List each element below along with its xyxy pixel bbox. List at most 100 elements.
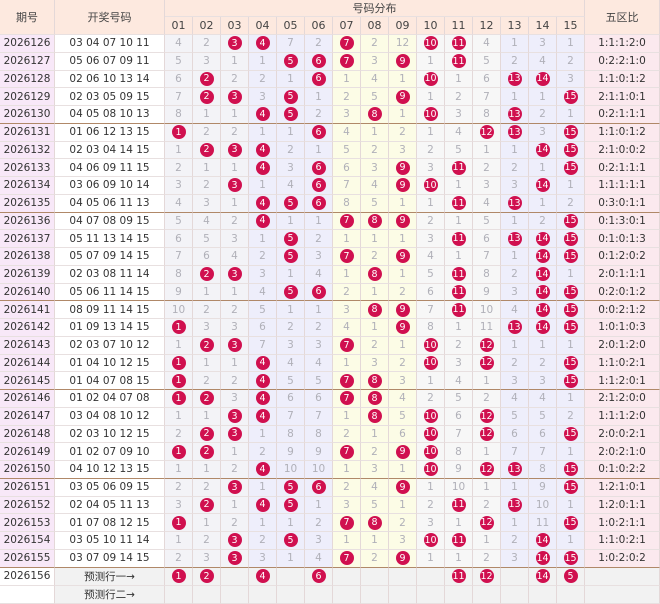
number-cell: 7 bbox=[333, 212, 361, 231]
number-cell: 3 bbox=[165, 177, 193, 195]
number-cell: 1 bbox=[277, 123, 305, 142]
number-cell: 4 bbox=[277, 177, 305, 195]
period: 2026137 bbox=[0, 230, 55, 248]
header-ratio: 五区比 bbox=[585, 0, 660, 35]
ball: 8 bbox=[367, 107, 382, 122]
number-cell: 8 bbox=[165, 106, 193, 124]
number-cell: 2 bbox=[193, 70, 221, 89]
ball: 13 bbox=[507, 320, 522, 335]
zone-ratio: 2:0:0:2:1 bbox=[585, 425, 660, 444]
number-cell: 2 bbox=[193, 390, 221, 408]
number-cell: 1 bbox=[389, 496, 417, 515]
header-number: 07 bbox=[333, 17, 361, 35]
number-cell: 10 bbox=[417, 177, 445, 195]
zone-ratio: 0:1:2:0:2 bbox=[585, 248, 660, 266]
draw-numbers: 02 06 10 13 14 bbox=[55, 70, 165, 89]
ball: 2 bbox=[199, 267, 214, 282]
ball: 1 bbox=[171, 125, 186, 140]
ball: 11 bbox=[451, 54, 466, 69]
ball: 9 bbox=[395, 54, 410, 69]
ball: 6 bbox=[311, 178, 326, 193]
number-cell: 1 bbox=[277, 70, 305, 89]
number-cell: 7 bbox=[277, 35, 305, 53]
draw-numbers: 01 02 07 09 10 bbox=[55, 443, 165, 461]
number-cell: 1 bbox=[529, 88, 557, 106]
draw-numbers: 05 07 09 14 15 bbox=[55, 248, 165, 266]
zone-ratio: 0:3:0:1:1 bbox=[585, 194, 660, 213]
number-cell: 1 bbox=[529, 159, 557, 177]
number-cell: 3 bbox=[473, 177, 501, 195]
number-cell: 8 bbox=[361, 514, 389, 532]
number-cell: 6 bbox=[445, 407, 473, 426]
number-cell: 8 bbox=[277, 425, 305, 444]
ball: 7 bbox=[339, 338, 354, 353]
number-cell: 12 bbox=[473, 336, 501, 355]
zone-ratio: 1:0:2:0:2 bbox=[585, 549, 660, 568]
number-cell: 8 bbox=[361, 106, 389, 124]
number-cell: 15 bbox=[557, 319, 585, 337]
number-cell: 2 bbox=[417, 212, 445, 231]
ball: 11 bbox=[451, 36, 466, 51]
number-cell: 2 bbox=[193, 336, 221, 355]
ball: 4 bbox=[255, 355, 270, 370]
ball: 14 bbox=[535, 142, 550, 157]
period: 2026127 bbox=[0, 52, 55, 71]
number-cell: 2 bbox=[501, 159, 529, 177]
number-cell: 3 bbox=[389, 141, 417, 160]
number-cell: 9 bbox=[389, 52, 417, 71]
number-cell: 2 bbox=[557, 52, 585, 71]
number-cell: 1 bbox=[333, 354, 361, 373]
draw-numbers: 03 05 06 09 15 bbox=[55, 478, 165, 497]
number-cell: 1 bbox=[165, 532, 193, 550]
number-cell: 7 bbox=[333, 443, 361, 461]
number-cell: 14 bbox=[529, 265, 557, 284]
ball: 1 bbox=[171, 373, 186, 388]
number-cell: 4 bbox=[277, 354, 305, 373]
number-cell: 1 bbox=[193, 514, 221, 532]
zone-ratio: 0:2:1:1:1 bbox=[585, 106, 660, 124]
number-cell: 11 bbox=[445, 301, 473, 319]
number-cell: 8 bbox=[361, 301, 389, 319]
ball: 10 bbox=[423, 426, 438, 441]
number-cell: 15 bbox=[557, 230, 585, 248]
ball: 14 bbox=[535, 569, 550, 584]
ball: 1 bbox=[171, 444, 186, 459]
number-cell: 4 bbox=[249, 159, 277, 177]
number-cell: 1 bbox=[557, 390, 585, 408]
number-cell: 5 bbox=[277, 230, 305, 248]
number-cell: 2 bbox=[417, 141, 445, 160]
number-cell: 1 bbox=[165, 141, 193, 160]
number-cell: 10 bbox=[473, 301, 501, 319]
ball: 15 bbox=[563, 142, 578, 157]
number-cell: 4 bbox=[165, 35, 193, 53]
number-cell: 3 bbox=[277, 336, 305, 355]
draw-numbers: 04 06 09 11 15 bbox=[55, 159, 165, 177]
number-cell: 2 bbox=[193, 177, 221, 195]
number-cell: 11 bbox=[445, 265, 473, 284]
ball: 8 bbox=[367, 409, 382, 424]
number-cell: 1 bbox=[333, 70, 361, 89]
number-cell: 1 bbox=[305, 212, 333, 231]
number-cell: 2 bbox=[361, 35, 389, 53]
draw-numbers: 02 03 07 10 12 bbox=[55, 336, 165, 355]
number-cell: 4 bbox=[193, 212, 221, 231]
number-cell: 3 bbox=[417, 514, 445, 532]
ball: 13 bbox=[507, 462, 522, 477]
number-cell: 1 bbox=[529, 336, 557, 355]
prediction-label: 预测行一→ bbox=[55, 567, 165, 586]
number-cell: 1 bbox=[389, 461, 417, 479]
zone-ratio: 1:1:1:2:0 bbox=[585, 407, 660, 426]
number-cell: 7 bbox=[333, 336, 361, 355]
zone-ratio: 2:0:1:1:1 bbox=[585, 265, 660, 284]
draw-numbers: 05 06 07 09 11 bbox=[55, 52, 165, 71]
draw-numbers: 05 06 11 14 15 bbox=[55, 283, 165, 302]
header-number: 06 bbox=[305, 17, 333, 35]
draw-numbers: 03 07 09 14 15 bbox=[55, 549, 165, 568]
number-cell: 7 bbox=[333, 35, 361, 53]
number-cell: 15 bbox=[557, 425, 585, 444]
zone-ratio: 0:1:0:2:2 bbox=[585, 461, 660, 479]
number-cell: 2 bbox=[249, 70, 277, 89]
draw-numbers: 05 11 13 14 15 bbox=[55, 230, 165, 248]
period: 2026128 bbox=[0, 70, 55, 89]
number-cell: 10 bbox=[165, 301, 193, 319]
